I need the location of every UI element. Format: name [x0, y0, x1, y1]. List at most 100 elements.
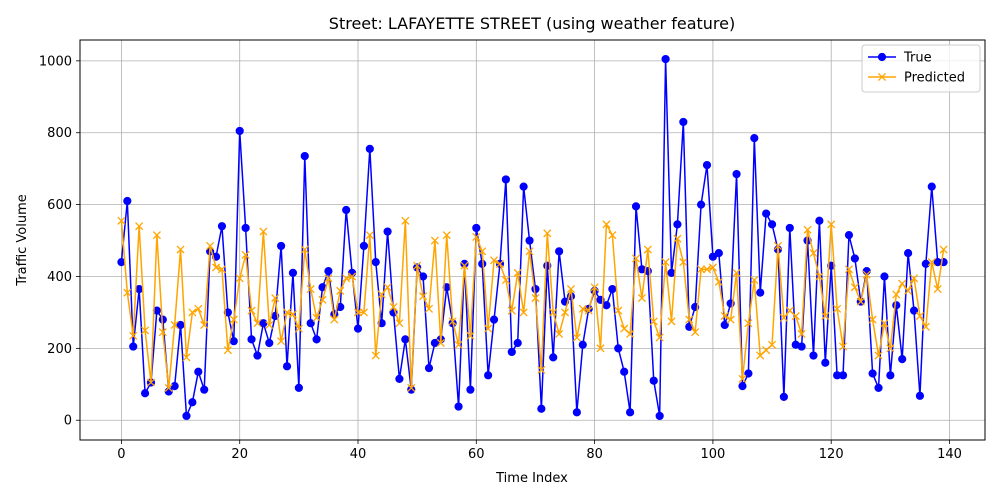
predicted-data-point [661, 258, 670, 267]
true-data-point [401, 335, 410, 344]
predicted-data-point [501, 276, 510, 285]
true-data-point [383, 227, 392, 236]
predicted-data-point [217, 265, 227, 274]
predicted-data-point [407, 383, 416, 392]
true-data-point [377, 319, 386, 328]
true-data-point [188, 398, 197, 407]
predicted-data-point [560, 308, 570, 317]
predicted-data-point [158, 328, 167, 337]
predicted-data-point [146, 378, 156, 387]
predicted-data-point [773, 241, 783, 250]
true-data-point [140, 389, 150, 398]
true-data-point [306, 319, 315, 328]
predicted-data-point [886, 344, 895, 353]
true-data-point [862, 266, 871, 276]
true-data-point [537, 404, 546, 413]
true-data-point [750, 134, 759, 143]
predicted-data-point [484, 324, 493, 333]
true-data-point [608, 284, 617, 294]
predicted-data-point [377, 290, 386, 299]
true-data-point [762, 209, 771, 218]
predicted-data-point [726, 315, 735, 324]
predicted-data-point [566, 284, 576, 294]
true-data-point [282, 362, 292, 371]
true-data-point [549, 353, 558, 362]
predicted-data-point [939, 245, 948, 254]
predicted-data-point [176, 245, 185, 254]
true-data-point [809, 351, 818, 360]
predicted-data-point [182, 353, 191, 362]
true-data-point [418, 272, 428, 281]
predicted-data-point [164, 383, 173, 392]
predicted-data-point [424, 304, 434, 313]
predicted-data-point [330, 315, 339, 324]
x-axis-label: Time Index [495, 471, 568, 486]
x-tick-label: 60 [468, 447, 485, 462]
predicted-data-point [401, 216, 410, 225]
true-data-point [265, 338, 274, 348]
predicted-data-point [874, 351, 883, 360]
predicted-data-point [448, 317, 457, 326]
predicted-data-point [862, 270, 871, 279]
true-data-point [371, 258, 380, 267]
predicted-data-point [685, 315, 694, 324]
x-tick-label: 0 [117, 447, 125, 462]
true-data-point [679, 117, 688, 127]
true-data-point [661, 54, 670, 64]
true-data-point [904, 249, 913, 258]
predicted-data-point [738, 374, 747, 383]
predicted-data-point [419, 292, 428, 301]
true-data-point [877, 52, 887, 62]
true-data-point [324, 266, 333, 276]
true-data-point [164, 387, 173, 396]
true-data-point [702, 160, 712, 170]
predicted-data-point [460, 261, 469, 270]
predicted-data-point [413, 261, 422, 270]
true-data-point [359, 241, 369, 251]
true-data-point [844, 231, 854, 240]
predicted-data-point [324, 274, 333, 283]
true-data-point [874, 383, 883, 392]
predicted-data-point [679, 258, 688, 267]
predicted-data-point [655, 333, 664, 342]
true-data-point [365, 144, 374, 153]
true-data-point [170, 381, 179, 391]
true-data-point [430, 338, 440, 348]
y-tick-label: 800 [47, 126, 72, 141]
true-data-point [501, 175, 510, 184]
predicted-data-point [312, 313, 321, 322]
y-tick-label: 200 [47, 342, 72, 357]
true-data-point [300, 151, 309, 161]
true-data-point [892, 301, 901, 310]
true-data-point [868, 369, 877, 378]
predicted-data-point [590, 283, 599, 292]
predicted-data-point [697, 265, 706, 274]
predicted-data-point [877, 72, 887, 82]
predicted-data-point [519, 308, 528, 317]
predicted-data-point [791, 311, 800, 321]
predicted-data-point [637, 293, 646, 303]
predicted-data-point [359, 308, 368, 317]
predicted-data-point [555, 329, 564, 339]
grid-lines [80, 40, 985, 440]
predicted-data-point [880, 319, 889, 328]
true-data-point [424, 364, 434, 373]
true-data-point [821, 358, 830, 367]
predicted-data-point [466, 331, 475, 340]
predicted-data-point [856, 297, 865, 306]
predicted-data-point [170, 320, 179, 330]
predicted-data-point [531, 293, 540, 303]
legend: True Predicted [861, 44, 981, 93]
predicted-data-point [194, 304, 203, 313]
predicted-data-point [543, 229, 552, 238]
predicted-data-point [631, 254, 641, 263]
true-data-point [708, 252, 718, 261]
predicted-data-point [188, 308, 197, 317]
predicted-data-point [626, 329, 635, 339]
predicted-data-point [442, 231, 451, 240]
predicted-data-point [123, 288, 132, 297]
true-data-point [472, 223, 481, 233]
predicted-data-point [389, 302, 398, 312]
